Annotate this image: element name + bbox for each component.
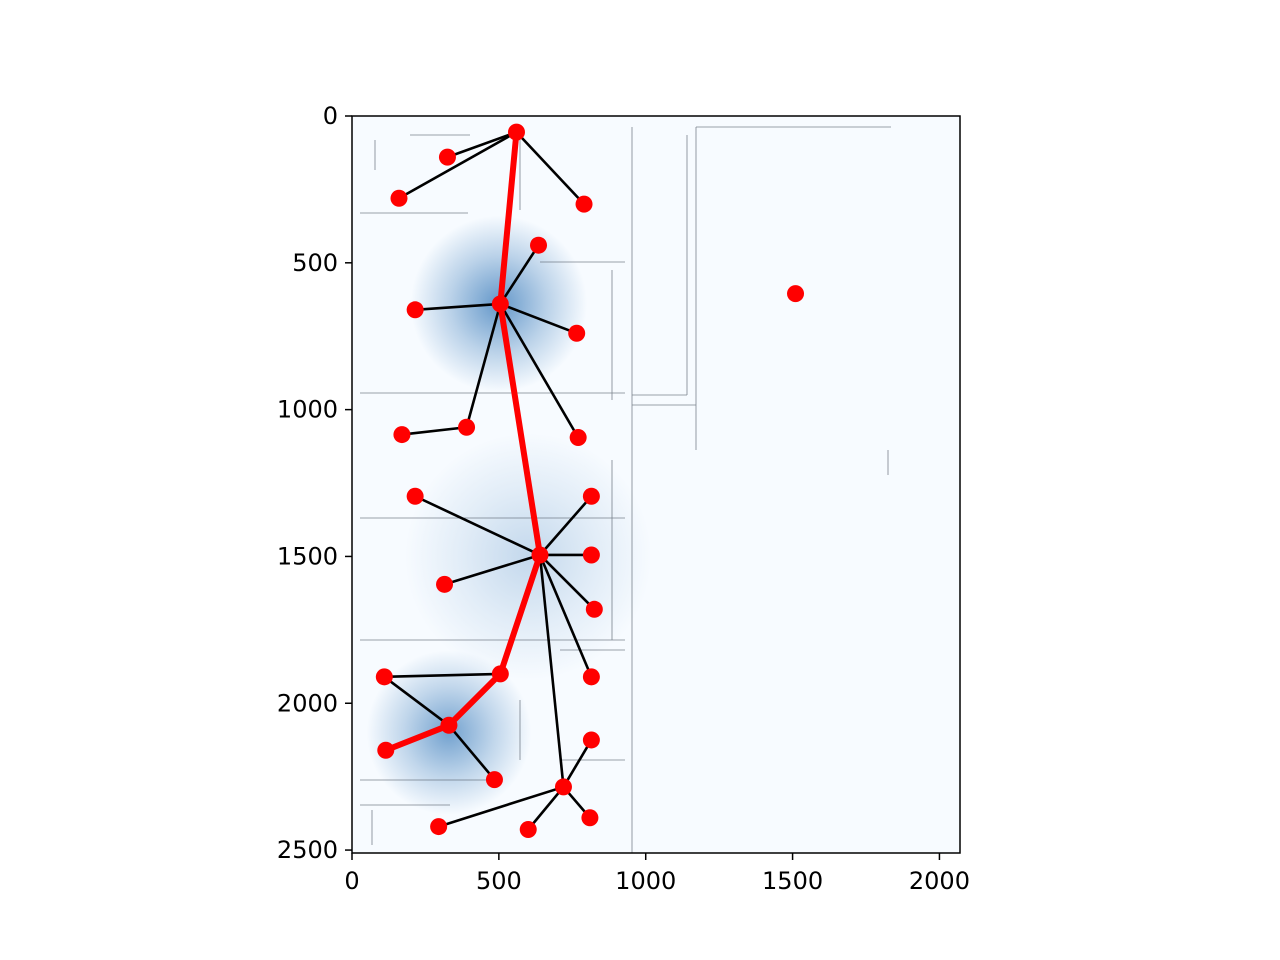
graph-edge <box>447 724 496 781</box>
graph-edge <box>539 554 596 611</box>
graph-node <box>406 301 424 319</box>
floor-plan-lines <box>360 126 891 853</box>
graph-edge <box>562 739 593 788</box>
graph-edge <box>527 786 565 831</box>
path-line <box>382 129 543 754</box>
x-tick-label: 1000 <box>615 867 676 895</box>
y-tick-label: 1000 <box>277 396 338 424</box>
graph-edge <box>465 303 502 428</box>
graph-node <box>485 771 503 789</box>
graph-edge <box>401 425 467 436</box>
graph-node <box>458 418 476 436</box>
graph-node <box>585 600 603 618</box>
graph-edge <box>384 672 501 679</box>
graph-node <box>787 285 805 303</box>
y-tick-label: 1500 <box>277 542 338 570</box>
graph-node <box>375 668 393 686</box>
y-tick-label: 0 <box>323 102 338 130</box>
graph-node <box>531 546 549 564</box>
graph-node <box>582 487 600 505</box>
graph-node <box>568 324 586 342</box>
graph-edge <box>515 131 585 205</box>
graph-node <box>390 189 408 207</box>
x-tick-label: 2000 <box>909 867 970 895</box>
plot-frame <box>351 115 961 854</box>
y-tick-label: 500 <box>292 249 338 277</box>
graph-node <box>582 668 600 686</box>
x-tick-label: 500 <box>476 867 522 895</box>
graph-node <box>582 546 600 564</box>
graph-edge <box>538 554 593 678</box>
nodes-layer <box>375 123 805 839</box>
graph-edge <box>538 554 565 788</box>
graph-node <box>491 665 509 683</box>
graph-edge <box>438 785 564 828</box>
graph-node <box>569 429 587 447</box>
graph-node <box>491 295 509 313</box>
graph-node <box>554 778 572 796</box>
graph-edge <box>415 302 501 312</box>
graph-node <box>406 487 424 505</box>
y-tick-label: 2000 <box>277 689 338 717</box>
graph-node <box>377 741 395 759</box>
graph-edge <box>444 553 541 586</box>
x-tick-label: 1500 <box>762 867 823 895</box>
graph-edge <box>398 131 518 200</box>
graph-node <box>440 716 458 734</box>
graph-node <box>438 148 456 166</box>
graph-node <box>582 731 600 749</box>
y-tick-label: 2500 <box>277 836 338 864</box>
graph-node <box>436 575 454 593</box>
edges-layer <box>383 130 596 831</box>
graph-node <box>581 809 599 827</box>
graph-node <box>393 426 411 444</box>
graph-node <box>530 236 548 254</box>
path-layer <box>382 129 543 754</box>
graph-edge <box>539 495 593 556</box>
graph-edge <box>383 675 450 727</box>
y-axis: 0 500 1000 1500 2000 2500 <box>277 102 352 864</box>
graph-edge <box>499 303 580 439</box>
graph-edge <box>499 302 578 335</box>
graph-node <box>575 195 593 213</box>
graph-edge <box>447 130 517 159</box>
x-tick-label: 0 <box>344 867 359 895</box>
graph-edge <box>499 244 540 305</box>
x-axis: 0 500 1000 1500 2000 <box>344 853 970 895</box>
graph-edge <box>414 495 541 557</box>
graph-node <box>519 821 537 839</box>
graph-node <box>507 123 525 141</box>
graph-node <box>430 818 448 836</box>
